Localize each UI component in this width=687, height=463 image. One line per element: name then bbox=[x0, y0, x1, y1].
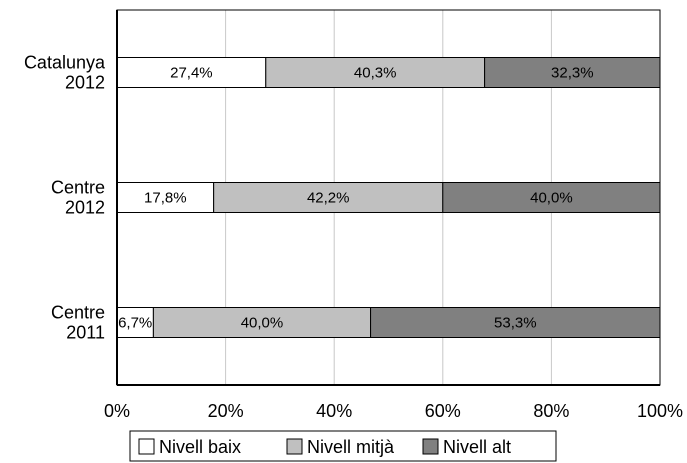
bar-segment bbox=[265, 57, 486, 88]
category-label: 2012 bbox=[65, 73, 105, 93]
data-label: 40,0% bbox=[530, 190, 573, 207]
category-label: Centre bbox=[51, 178, 105, 198]
legend-swatch bbox=[138, 438, 155, 455]
bar-segment bbox=[116, 57, 267, 88]
x-tick-label: 100% bbox=[637, 401, 683, 421]
data-label: 40,0% bbox=[241, 315, 284, 332]
legend-label: Nivell alt bbox=[443, 437, 511, 457]
x-tick-label: 80% bbox=[533, 401, 569, 421]
legend: Nivell baix Nivell mitjà Nivell alt bbox=[129, 430, 557, 462]
data-label: 27,4% bbox=[170, 65, 213, 82]
legend-label: Nivell baix bbox=[159, 437, 241, 457]
axes bbox=[116, 9, 661, 386]
data-label: 53,3% bbox=[494, 315, 537, 332]
category-label: Centre bbox=[51, 303, 105, 323]
x-tick-label: 40% bbox=[316, 401, 352, 421]
bar-segment bbox=[484, 57, 661, 88]
bar-segment bbox=[370, 307, 661, 338]
x-tick-label: 0% bbox=[104, 401, 130, 421]
bar-segment bbox=[442, 182, 661, 213]
category-label: 2011 bbox=[66, 323, 105, 343]
category-label: Catalunya bbox=[24, 53, 106, 73]
x-tick-labels: 0% 20% 40% 60% 80% 100% bbox=[104, 401, 683, 421]
data-label: 6,7% bbox=[118, 315, 152, 332]
legend-swatch bbox=[422, 438, 439, 455]
data-label: 42,2% bbox=[307, 190, 350, 207]
category-label: 2012 bbox=[65, 198, 105, 218]
legend-box bbox=[129, 430, 557, 462]
bar-segment bbox=[213, 182, 444, 213]
legend-swatch bbox=[286, 438, 303, 455]
legend-label: Nivell mitjà bbox=[307, 437, 395, 457]
data-label: 32,3% bbox=[551, 65, 594, 82]
x-tick-label: 20% bbox=[208, 401, 244, 421]
x-tick-label: 60% bbox=[425, 401, 461, 421]
data-label: 17,8% bbox=[144, 190, 187, 207]
bars: 27,4% 40,3% 32,3% 17,8% 42,2% 40,0% 6,7% 40,0% 5… bbox=[116, 57, 661, 338]
data-label: 40,3% bbox=[354, 65, 397, 82]
